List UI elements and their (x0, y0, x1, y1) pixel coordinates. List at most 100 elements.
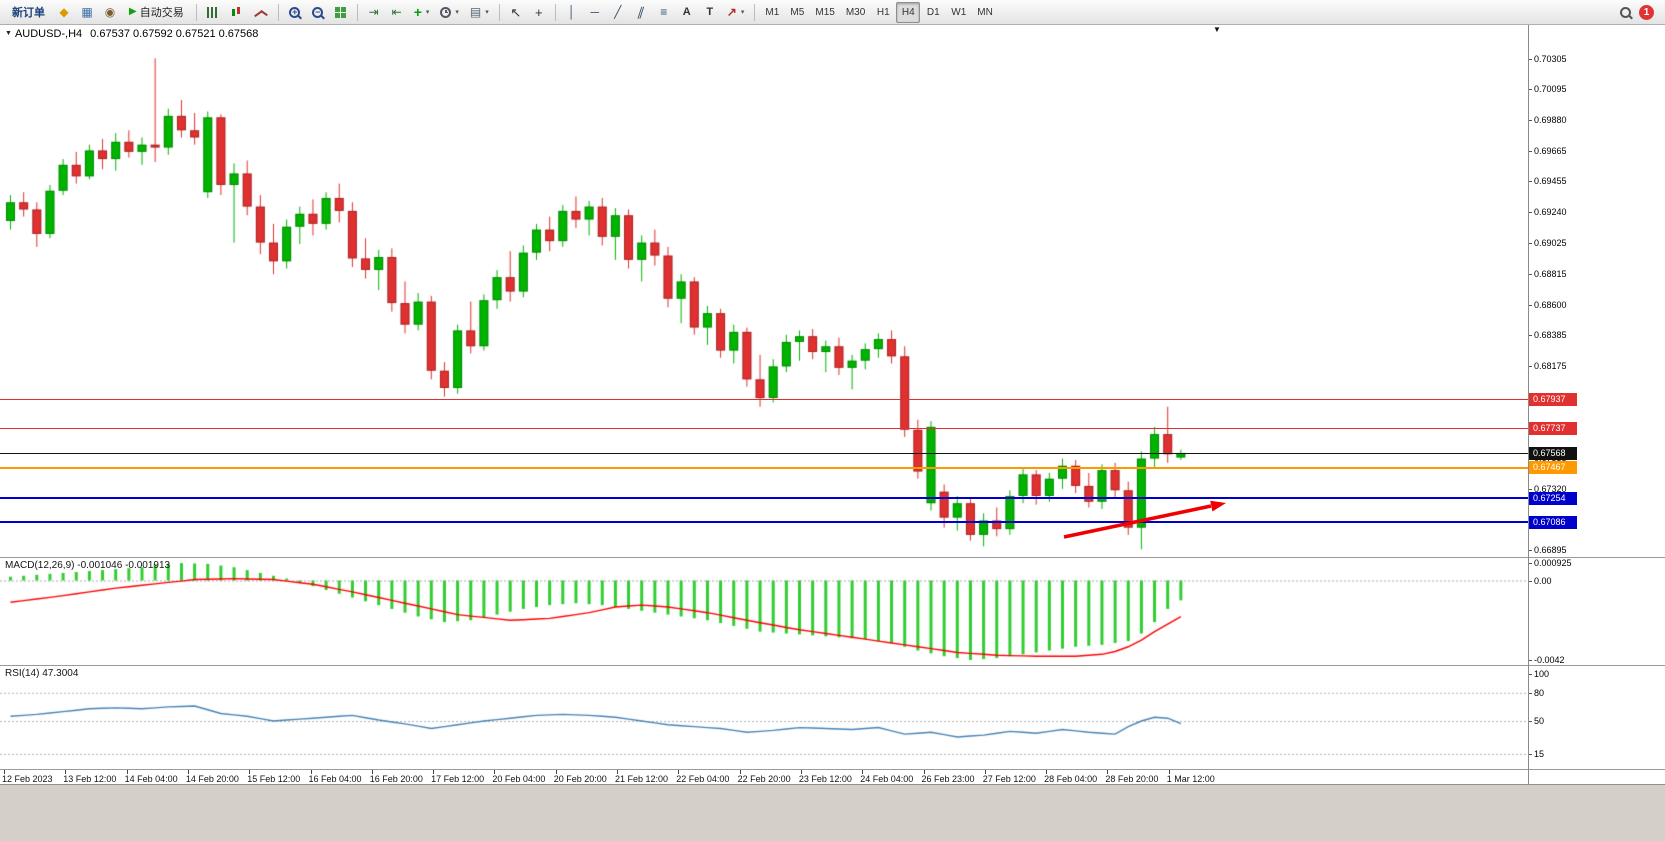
rsi-axis-label: 50 (1528, 716, 1545, 726)
hline-resistance-2[interactable] (0, 428, 1528, 430)
line-chart-button[interactable] (249, 2, 273, 23)
price-tag-support-1: 0.67254 (1529, 491, 1577, 505)
zoom-out-button[interactable]: − (307, 2, 329, 23)
timeframe-button-d1[interactable]: D1 (921, 2, 945, 23)
fibonacci-button[interactable]: ≡ (653, 2, 675, 23)
candlestick-chart[interactable] (0, 25, 1528, 557)
price-axis-label: 0.67320 (1529, 483, 1567, 494)
price-tag-last-price: 0.67568 (1529, 446, 1577, 460)
toolbar-separator (356, 3, 358, 21)
rsi-label: RSI(14) 47.3004 (5, 668, 79, 679)
bar-chart-button[interactable] (202, 2, 224, 23)
tile-windows-button[interactable] (330, 2, 352, 23)
rsi-axis-label: 15 (1528, 748, 1545, 759)
timeframe-button-m30[interactable]: M30 (841, 2, 870, 23)
chevron-down-icon: ▾ (485, 9, 489, 16)
search-icon (1619, 6, 1631, 18)
auto-scroll-button[interactable]: ⇥ (363, 2, 385, 23)
candlestick-chart-button[interactable] (225, 2, 248, 23)
text-label-button[interactable]: T (699, 2, 721, 23)
macd-panel-chart[interactable] (0, 558, 1528, 665)
timeframe-button-m15[interactable]: M15 (810, 2, 839, 23)
rsi-axis-label: 80 (1528, 687, 1545, 698)
cursor-button[interactable]: ↖ (505, 2, 527, 23)
price-axis-separator (1528, 25, 1529, 785)
text-button[interactable]: A (676, 2, 698, 23)
zoom-in-button[interactable]: + (284, 2, 306, 23)
timeframe-button-mn[interactable]: MN (972, 2, 998, 23)
time-axis-tick (1107, 770, 1109, 774)
time-axis-label: 12 Feb 2023 (2, 774, 53, 784)
data-window-button[interactable]: ▦ (76, 2, 98, 23)
chart-symbol-timeframe: AUDUSD-,H4 (14, 28, 83, 40)
market-watch-button[interactable]: ◆ (53, 2, 75, 23)
trend-arrow[interactable] (1050, 493, 1245, 551)
hline-last-price[interactable] (0, 452, 1528, 454)
macd-label: MACD(12,26,9) -0.001046 -0.001913 (5, 560, 171, 571)
crosshair-icon: + (534, 4, 543, 20)
timeframe-button-h4[interactable]: H4 (896, 1, 921, 23)
window-background (0, 785, 1665, 840)
vertical-line-button[interactable]: │ (561, 2, 583, 23)
timeframe-button-m1[interactable]: M1 (760, 2, 784, 23)
auto-scroll-icon: ⇥ (368, 5, 379, 19)
time-axis-tick (126, 770, 128, 774)
time-axis-label: 26 Feb 23:00 (921, 774, 975, 784)
hline-resistance-1[interactable] (0, 399, 1528, 401)
timeframe-toolbar: M1 M5 M15 M30 H1 H4 D1 W1 MN (760, 1, 998, 23)
data-window-icon: ▦ (81, 5, 93, 19)
time-axis-tick (371, 770, 373, 774)
symbol-search-button[interactable] (1614, 2, 1636, 23)
trendline-icon: ╱ (614, 5, 622, 19)
price-axis[interactable]: 0.70305 0.70095 0.69880 0.69665 0.69455 0.692… (1528, 25, 1665, 785)
zoom-out-icon: − (312, 6, 324, 18)
rsi-panel-chart[interactable] (0, 666, 1528, 769)
periods-button[interactable]: ▾ (435, 2, 464, 23)
notification-badge[interactable]: 1 (1639, 4, 1654, 20)
price-axis-label: 0.68815 (1529, 268, 1567, 279)
symbol-dropdown-icon[interactable]: ▼ (5, 30, 12, 37)
price-axis-label: 0.69240 (1529, 207, 1567, 218)
navigator-button[interactable]: ◉ (99, 2, 121, 23)
hline-support-2[interactable] (0, 521, 1528, 524)
zoom-in-icon: + (289, 6, 301, 18)
channel-button[interactable]: ∥ (630, 2, 652, 23)
new-order-button[interactable]: 新订单 (5, 2, 52, 23)
chart-ohlc-values: 0.67537 0.67592 0.67521 0.67568 (90, 28, 259, 40)
auto-trading-button[interactable]: ▶ 自动交易 (122, 2, 191, 23)
zoom-out-sign: − (315, 6, 321, 17)
timeframe-button-w1[interactable]: W1 (946, 2, 971, 23)
time-axis-tick (1046, 770, 1048, 774)
hline-support-1[interactable] (0, 497, 1528, 500)
horizontal-line-button[interactable]: ─ (584, 2, 606, 23)
arrows-button[interactable]: ↗ ▾ (722, 2, 750, 23)
cursor-icon: ↖ (510, 4, 522, 20)
chart-title: ▼ AUDUSD-,H4 0.67537 0.67592 0.67521 0.675… (5, 28, 258, 40)
candlestick-icon (230, 6, 243, 19)
zoom-in-sign: + (292, 6, 298, 17)
time-axis-tick (249, 770, 251, 774)
time-axis[interactable]: 12 Feb 2023 13 Feb 12:00 14 Feb 04:00 14 Fe… (0, 770, 1528, 785)
chart-shift-button[interactable]: ⇤ (386, 2, 408, 23)
macd-panel-divider[interactable] (0, 557, 1665, 558)
toolbar-separator (754, 3, 756, 21)
time-axis-label: 27 Feb 12:00 (982, 774, 1036, 784)
time-axis-tick (617, 770, 618, 774)
trendline-button[interactable]: ╱ (607, 2, 629, 23)
time-axis-label: 28 Feb 04:00 (1044, 774, 1098, 784)
vertical-line-icon: │ (568, 5, 576, 19)
time-axis-tick (433, 770, 435, 774)
hline-pivot[interactable] (0, 466, 1528, 469)
time-axis-label: 21 Feb 12:00 (615, 774, 669, 784)
timeframe-button-m5[interactable]: M5 (785, 2, 809, 23)
trend-arrow-shaft (1063, 504, 1212, 539)
rsi-panel-divider[interactable] (0, 665, 1665, 666)
templates-button[interactable]: ▤ ▾ (465, 2, 494, 23)
timeframe-button-h1[interactable]: H1 (871, 2, 895, 23)
price-axis-label: 0.69665 (1529, 146, 1567, 157)
indicators-button[interactable]: + ▾ (409, 2, 435, 23)
crosshair-button[interactable]: + (528, 2, 550, 23)
time-axis-label: 23 Feb 12:00 (798, 774, 852, 784)
chart-shift-marker[interactable]: ▼ (1213, 25, 1221, 34)
time-axis-tick (678, 770, 680, 774)
